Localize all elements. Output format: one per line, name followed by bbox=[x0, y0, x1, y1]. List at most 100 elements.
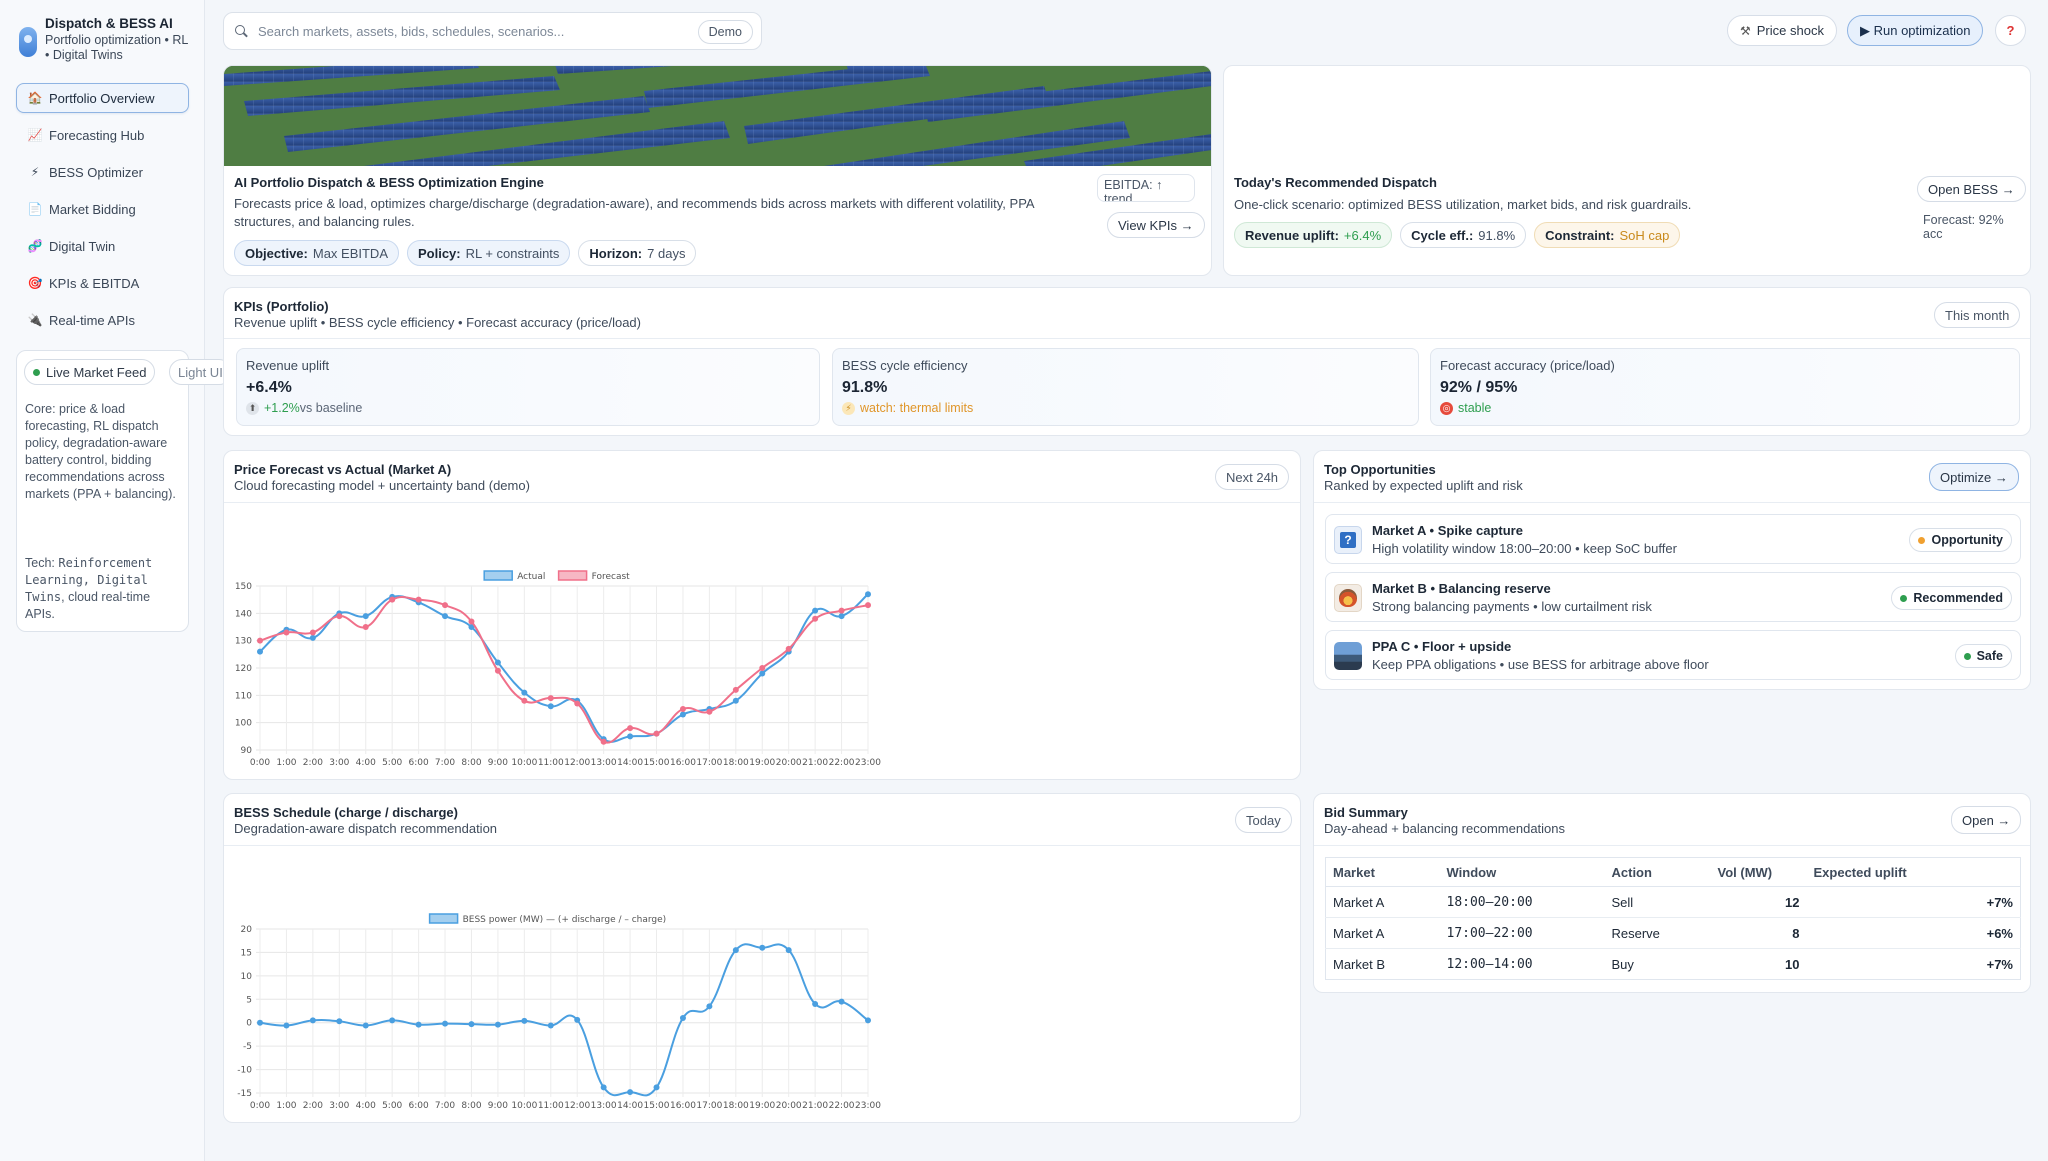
x-tick-label: 7:00 bbox=[435, 758, 455, 768]
price-chart-card: Price Forecast vs Actual (Market A) Clou… bbox=[223, 450, 1301, 780]
revenue-uplift-pill: Revenue uplift: +6.4% bbox=[1234, 222, 1393, 248]
y-tick-label: 150 bbox=[235, 582, 252, 592]
opportunity-item[interactable]: ? Market A • Spike capture High volatili… bbox=[1325, 514, 2021, 564]
search-input[interactable] bbox=[258, 23, 688, 39]
y-tick-label: 100 bbox=[235, 719, 252, 729]
x-tick-label: 17:00 bbox=[696, 758, 722, 768]
solar-farm-image bbox=[224, 66, 1211, 166]
data-point bbox=[732, 697, 739, 704]
x-tick-label: 11:00 bbox=[538, 1101, 564, 1111]
live-dot-icon bbox=[33, 368, 40, 376]
data-point bbox=[494, 667, 501, 674]
opportunity-title: Market B • Balancing reserve bbox=[1372, 581, 1551, 596]
price-shock-button[interactable]: ⚒ Price shock bbox=[1727, 15, 1837, 46]
x-tick-label: 20:00 bbox=[776, 1101, 802, 1111]
light-ui-toggle[interactable]: Light UI bbox=[169, 359, 232, 385]
flame-icon bbox=[1334, 584, 1362, 612]
objective-key: Objective: bbox=[245, 245, 308, 261]
price-chart-subtitle: Cloud forecasting model + uncertainty ba… bbox=[234, 478, 530, 493]
table-header-row: Market Window Action Vol (MW) Expected u… bbox=[1325, 857, 2021, 887]
data-point bbox=[494, 659, 501, 666]
data-point bbox=[283, 1022, 290, 1029]
horizon-pill: Horizon: 7 days bbox=[578, 240, 697, 266]
sidebar-item-forecasting-hub[interactable]: 📈 Forecasting Hub bbox=[16, 120, 189, 150]
column-header: Market bbox=[1325, 857, 1440, 887]
data-point bbox=[547, 703, 554, 710]
data-point bbox=[865, 602, 871, 609]
data-point bbox=[336, 1018, 343, 1025]
data-point bbox=[389, 1017, 396, 1024]
opportunity-subtitle: Keep PPA obligations • use BESS for arbi… bbox=[1372, 657, 1709, 672]
volume-cell: 8 bbox=[1710, 917, 1807, 949]
x-tick-label: 11:00 bbox=[538, 758, 564, 768]
x-tick-label: 19:00 bbox=[749, 758, 775, 768]
status-dot-icon bbox=[1918, 536, 1926, 544]
opportunities-subtitle: Ranked by expected uplift and risk bbox=[1324, 478, 1523, 493]
data-point bbox=[706, 1003, 713, 1010]
table-row[interactable]: Market A 17:00–22:00 Reserve 8 +6% bbox=[1325, 917, 2021, 949]
view-kpis-button[interactable]: View KPIs → bbox=[1107, 212, 1205, 238]
x-tick-label: 14:00 bbox=[617, 758, 643, 768]
data-point bbox=[627, 733, 634, 740]
legend-swatch bbox=[483, 570, 513, 581]
table-row[interactable]: Market B 12:00–14:00 Buy 10 +7% bbox=[1326, 949, 2021, 980]
data-point bbox=[257, 648, 263, 655]
y-tick-label: -15 bbox=[237, 1089, 252, 1099]
series-line bbox=[259, 943, 869, 1097]
data-point bbox=[653, 730, 660, 737]
opportunity-item[interactable]: Market B • Balancing reserve Strong bala… bbox=[1325, 572, 2021, 622]
solar-panels-graphic bbox=[224, 66, 1211, 166]
optimize-button[interactable]: Optimize → bbox=[1929, 463, 2019, 491]
policy-value: RL + constraints bbox=[465, 245, 560, 261]
table-row[interactable]: Market A 18:00–20:00 Sell 12 +7% bbox=[1325, 886, 2021, 918]
x-tick-label: 5:00 bbox=[382, 758, 402, 768]
x-tick-label: 22:00 bbox=[829, 758, 855, 768]
next-24h-badge[interactable]: Next 24h bbox=[1215, 464, 1290, 490]
ebitda-trend-note: EBITDA: ↑ trend bbox=[1097, 174, 1195, 202]
y-tick-label: 10 bbox=[241, 972, 253, 982]
live-market-feed-pill[interactable]: Live Market Feed bbox=[24, 359, 156, 385]
market-cell: Market A bbox=[1325, 917, 1440, 949]
period-selector[interactable]: This month bbox=[1934, 302, 2021, 328]
x-tick-label: 15:00 bbox=[644, 758, 670, 768]
battery-icon: ⚡ bbox=[30, 165, 40, 179]
sidebar-item-digital-twin[interactable]: 🧬 Digital Twin bbox=[16, 231, 189, 261]
data-point bbox=[838, 998, 845, 1005]
bess-chart-subtitle: Degradation-aware dispatch recommendatio… bbox=[234, 821, 498, 836]
column-header: Action bbox=[1604, 857, 1711, 887]
opportunity-title: Market A • Spike capture bbox=[1372, 523, 1523, 538]
data-point bbox=[283, 629, 290, 636]
sidebar-item-kpis-ebitda[interactable]: 🎯 KPIs & EBITDA bbox=[16, 268, 189, 298]
open-bess-button[interactable]: Open BESS → bbox=[1917, 176, 2026, 202]
sidebar-item-bess-optimizer[interactable]: ⚡ BESS Optimizer bbox=[16, 157, 189, 187]
plug-icon: 🔌 bbox=[27, 313, 43, 327]
open-bids-button[interactable]: Open → bbox=[1951, 806, 2022, 834]
opportunity-item[interactable]: PPA C • Floor + upside Keep PPA obligati… bbox=[1325, 630, 2021, 680]
data-point bbox=[627, 1089, 634, 1096]
brand: Dispatch & BESS AI Portfolio optimizatio… bbox=[16, 14, 201, 64]
y-tick-label: 140 bbox=[235, 609, 252, 619]
data-point bbox=[468, 618, 475, 625]
today-badge[interactable]: Today bbox=[1235, 807, 1292, 833]
kpi-forecast-accuracy: Forecast accuracy (price/load) 92% / 95%… bbox=[1430, 348, 2020, 426]
dispatch-pills: Revenue uplift: +6.4% Cycle eff.: 91.8% Co… bbox=[1234, 222, 1681, 248]
x-tick-label: 12:00 bbox=[564, 1101, 590, 1111]
x-tick-label: 18:00 bbox=[723, 1101, 749, 1111]
sidebar-item-label: Digital Twin bbox=[49, 238, 116, 254]
sidebar-item-portfolio-overview[interactable]: 🏠 Portfolio Overview bbox=[16, 83, 189, 113]
x-tick-label: 4:00 bbox=[356, 1101, 376, 1111]
sidebar-item-market-bidding[interactable]: 📄 Market Bidding bbox=[16, 194, 189, 224]
data-point bbox=[759, 665, 766, 671]
constraint-key: Constraint: bbox=[1545, 227, 1615, 243]
data-point bbox=[865, 591, 871, 598]
run-optimization-button[interactable]: ▶ Run optimization bbox=[1847, 15, 1984, 46]
data-point bbox=[600, 1084, 607, 1091]
sidebar-item-real-time-apis[interactable]: 🔌 Real-time APIs bbox=[16, 305, 189, 335]
x-tick-label: 0:00 bbox=[250, 758, 270, 768]
landscape-icon bbox=[1334, 642, 1362, 670]
market-cell: Market A bbox=[1325, 886, 1440, 918]
x-tick-label: 5:00 bbox=[382, 1101, 402, 1111]
help-button[interactable]: ? bbox=[1995, 15, 2026, 46]
data-point bbox=[812, 615, 819, 622]
window-cell: 17:00–22:00 bbox=[1439, 917, 1605, 949]
